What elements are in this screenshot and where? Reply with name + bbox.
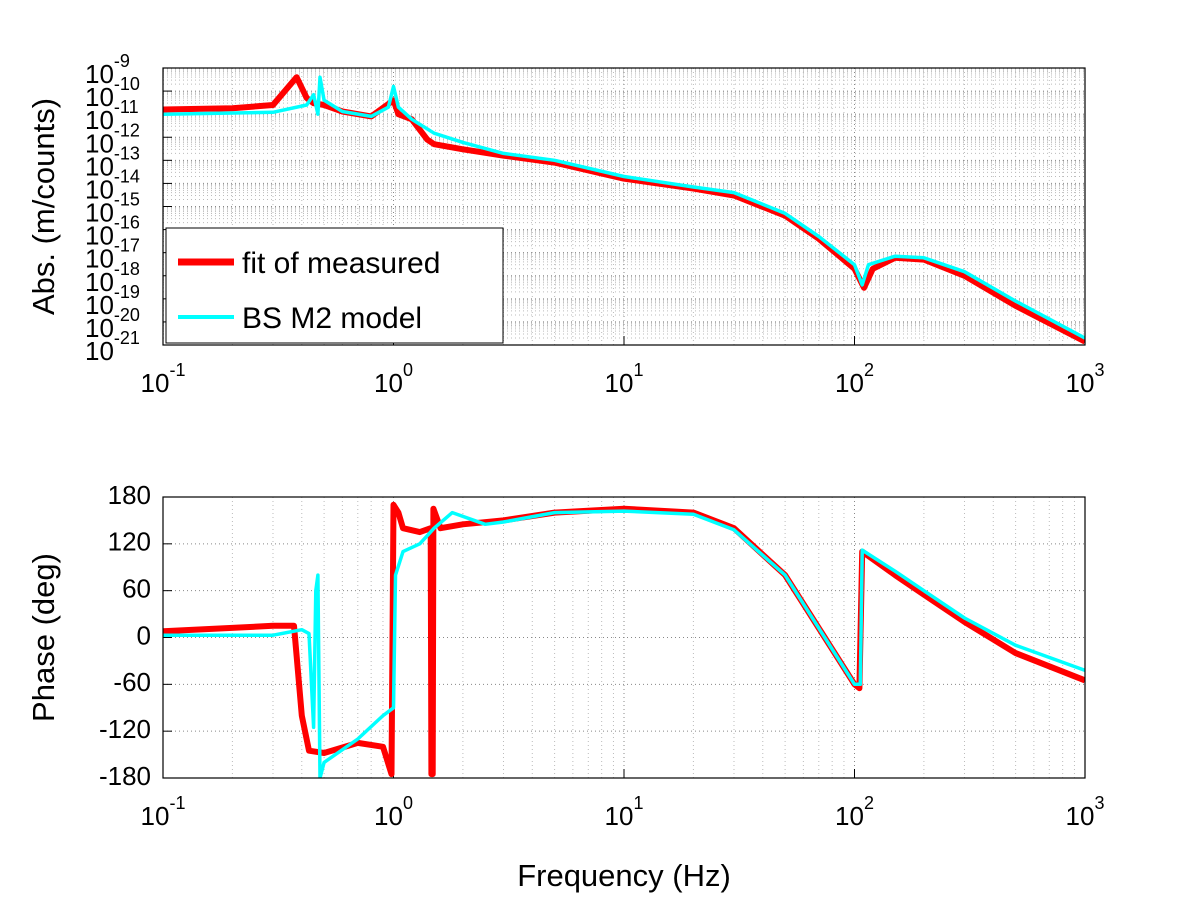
tick-label: 101 (605, 360, 644, 398)
tick-label: 10-10 (85, 74, 140, 112)
y-axis-label: Phase (deg) (26, 553, 61, 722)
tick-label: 100 (374, 793, 413, 831)
tick-label: 10-20 (85, 305, 140, 343)
tick-label: 100 (374, 360, 413, 398)
tick-label: 10-13 (85, 143, 140, 181)
tick-label: -60 (113, 667, 151, 697)
tick-label: 102 (835, 793, 874, 831)
tick-label: 10-11 (85, 97, 139, 135)
tick-label: -180 (99, 761, 151, 791)
tick-label: 103 (1066, 793, 1105, 831)
tick-label: 60 (122, 574, 151, 604)
tick-label: 10-1 (141, 793, 186, 831)
y-axis-label: Abs. (m/counts) (26, 98, 61, 315)
tick-label: 180 (108, 480, 151, 510)
tick-label: 10-12 (85, 120, 140, 158)
legend-label: BS M2 model (242, 302, 422, 335)
tick-label: 120 (108, 527, 151, 557)
tick-label: 10-16 (85, 212, 140, 250)
tick-label: 10-18 (85, 259, 140, 297)
tick-label: 10-21 (85, 328, 140, 366)
tick-label: 10-19 (85, 282, 140, 320)
tick-label: 10-14 (85, 166, 140, 204)
legend-box (165, 227, 504, 344)
tick-label: 10-1 (141, 360, 186, 398)
tick-label: 103 (1066, 360, 1105, 398)
axes-box (162, 496, 1086, 779)
series-line (163, 75, 1085, 340)
tick-label: -120 (99, 714, 151, 744)
legend-label: fit of measured (242, 247, 440, 280)
axes-box (162, 67, 1086, 346)
series-line (163, 74, 1085, 345)
tick-label: 101 (605, 793, 644, 831)
tick-label: 10-17 (85, 235, 140, 273)
tick-label: 0 (137, 620, 151, 650)
tick-label: 10-15 (85, 189, 140, 227)
x-axis-label: Frequency (Hz) (517, 858, 731, 893)
series-line (163, 509, 1085, 778)
tick-label: 10-9 (85, 51, 130, 89)
tick-label: 102 (835, 360, 874, 398)
